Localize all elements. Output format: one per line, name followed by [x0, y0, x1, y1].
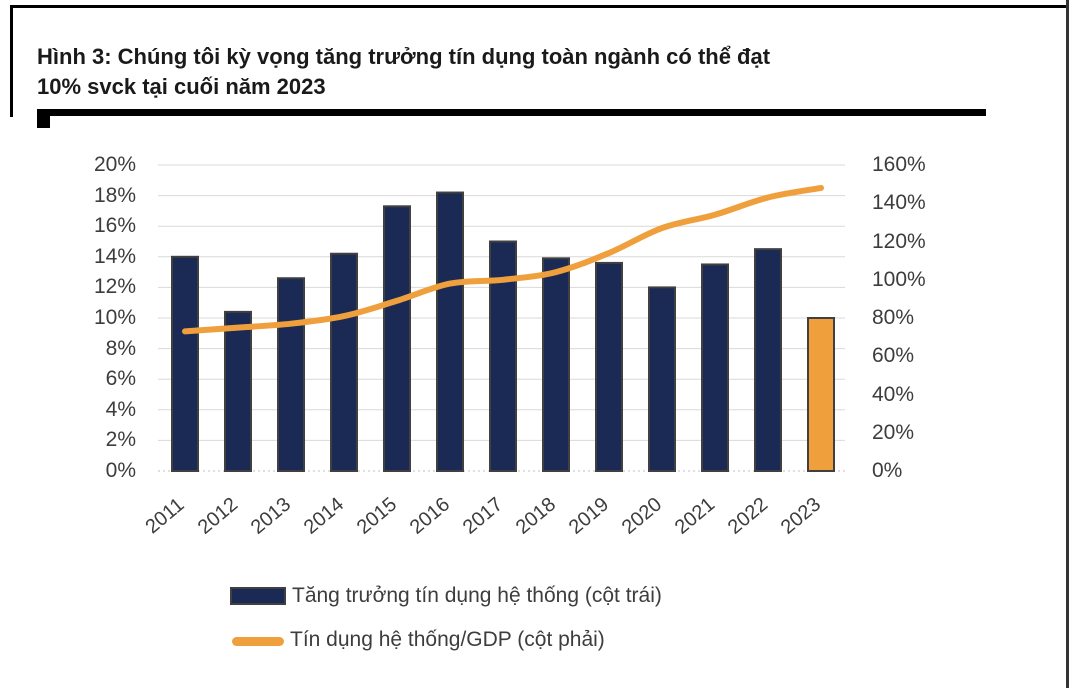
y-axis-right-tick: 80% [872, 306, 915, 329]
figure-title-line-2: 10% svck tại cuối năm 2023 [37, 74, 326, 99]
bar-2016 [436, 191, 464, 472]
bar-2013 [277, 277, 305, 472]
figure-title: Hình 3: Chúng tôi kỳ vọng tăng trưởng tí… [37, 42, 997, 102]
bar-2011 [171, 255, 199, 472]
bar-2015 [383, 205, 411, 472]
legend-label-line-series: Tín dụng hệ thống/GDP (cột phải) [290, 628, 605, 651]
y-axis-left-tick: 14% [93, 244, 136, 268]
y-axis-right-tick: 100% [872, 267, 926, 291]
bar-2020 [648, 286, 676, 472]
right-border-rule [1066, 0, 1069, 688]
y-axis-right-tick: 20% [872, 420, 915, 444]
bar-2022 [754, 248, 782, 472]
y-axis-left-tick: 0% [105, 459, 136, 482]
y-axis-left-tick: 4% [105, 397, 136, 421]
legend-item-bar-series: Tăng trưởng tín dụng hệ thống (cột trái) [230, 584, 662, 608]
bar-2023 [807, 317, 835, 472]
legend-item-line-series: Tín dụng hệ thống/GDP (cột phải) [230, 628, 605, 652]
bar-series-swatch [230, 587, 286, 605]
y-axis-left-tick: 8% [105, 336, 136, 360]
bar-2019 [595, 261, 623, 473]
top-border-rule [10, 5, 1067, 8]
y-axis-right-tick: 120% [872, 229, 926, 253]
line-series-path [182, 184, 824, 335]
y-axis-left-tick: 2% [105, 428, 136, 452]
figure-title-line-1: Hình 3: Chúng tôi kỳ vọng tăng trưởng tí… [37, 44, 771, 69]
y-axis-left-tick: 16% [93, 214, 136, 238]
title-underline-tab [37, 109, 50, 128]
y-axis-left-tick: 18% [93, 183, 136, 207]
bar-2018 [542, 257, 570, 472]
legend-label-bar-series: Tăng trưởng tín dụng hệ thống (cột trái) [292, 584, 662, 607]
bar-2012 [224, 310, 252, 472]
y-axis-right-tick: 140% [872, 191, 926, 215]
y-axis-right-tick: 0% [872, 459, 903, 482]
y-axis-left-tick: 20% [93, 153, 136, 176]
bar-2014 [330, 252, 358, 472]
bar-2021 [701, 263, 729, 473]
y-axis-left-tick: 12% [93, 275, 136, 299]
y-axis-left-tick: 6% [105, 367, 136, 391]
y-axis-right-tick: 60% [872, 344, 915, 368]
title-underline [37, 109, 986, 116]
left-border-rule [10, 5, 13, 117]
line-series-swatch [232, 637, 284, 646]
y-axis-right-tick: 40% [872, 382, 915, 406]
y-axis-left-tick: 10% [93, 306, 136, 329]
y-axis-right-tick: 160% [872, 153, 926, 176]
